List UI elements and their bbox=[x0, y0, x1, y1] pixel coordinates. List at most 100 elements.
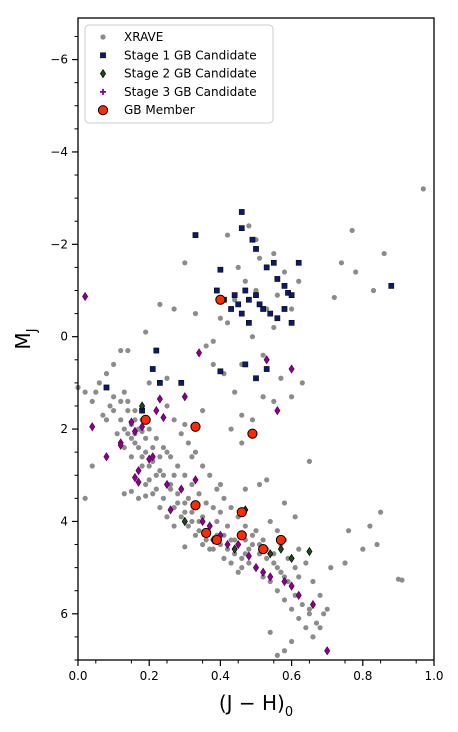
point-gb-member bbox=[201, 527, 212, 539]
point-stage-2-gb-candidate bbox=[139, 401, 146, 411]
point-xrave bbox=[128, 435, 134, 441]
point-xrave bbox=[324, 606, 330, 612]
y-tick-label: −4 bbox=[50, 145, 68, 159]
point-stage-3-gb-candidate bbox=[181, 392, 188, 402]
point-xrave bbox=[175, 500, 181, 506]
point-xrave bbox=[128, 488, 134, 495]
point-stage-1-gb-candidate bbox=[103, 384, 110, 391]
point-xrave bbox=[189, 518, 195, 525]
point-stage-3-gb-candidate bbox=[281, 576, 288, 587]
legend-box bbox=[84, 24, 274, 124]
point-stage-1-gb-candidate bbox=[281, 283, 288, 289]
point-xrave bbox=[167, 481, 174, 488]
legend-marker-stage-1-gb-candidate bbox=[100, 52, 106, 59]
point-xrave bbox=[82, 495, 88, 501]
point-xrave bbox=[317, 592, 323, 598]
point-xrave bbox=[164, 375, 170, 381]
point-stage-3-gb-candidate bbox=[288, 364, 295, 374]
y-tick-label: −2 bbox=[50, 237, 68, 251]
y-tick-label: −6 bbox=[50, 53, 68, 67]
point-xrave bbox=[232, 389, 238, 395]
point-xrave bbox=[367, 523, 373, 529]
point-xrave bbox=[303, 625, 309, 631]
point-stage-1-gb-candidate bbox=[263, 366, 270, 372]
point-xrave bbox=[200, 407, 206, 414]
point-xrave bbox=[217, 315, 223, 321]
point-xrave bbox=[182, 544, 188, 550]
point-gb-member bbox=[275, 534, 287, 546]
point-xrave bbox=[239, 565, 245, 571]
point-xrave bbox=[114, 431, 120, 437]
point-stage-3-gb-candidate bbox=[139, 422, 146, 432]
point-stage-3-gb-candidate bbox=[167, 505, 174, 515]
point-xrave bbox=[125, 398, 131, 404]
y-tick-label: 6 bbox=[60, 607, 68, 621]
point-stage-3-gb-candidate bbox=[267, 572, 274, 582]
point-xrave bbox=[182, 509, 188, 515]
x-tick-label: 0.6 bbox=[282, 669, 301, 683]
point-stage-3-gb-candidate bbox=[146, 454, 153, 464]
point-xrave bbox=[111, 394, 117, 400]
point-xrave bbox=[182, 260, 188, 266]
point-stage-1-gb-candidate bbox=[253, 246, 259, 252]
point-stage-1-gb-candidate bbox=[253, 375, 259, 382]
point-stage-3-gb-candidate bbox=[324, 646, 331, 656]
point-xrave bbox=[167, 486, 174, 492]
point-stage-3-gb-candidate bbox=[196, 348, 203, 358]
point-xrave bbox=[292, 514, 298, 520]
point-xrave bbox=[221, 532, 227, 538]
point-stage-3-gb-candidate bbox=[135, 477, 142, 487]
point-xrave bbox=[289, 394, 295, 400]
point-xrave bbox=[96, 380, 102, 386]
point-stage-3-gb-candidate bbox=[156, 394, 163, 404]
point-stage-1-gb-candidate bbox=[288, 319, 295, 326]
point-xrave bbox=[121, 426, 127, 432]
point-xrave bbox=[224, 523, 231, 529]
point-stage-3-gb-candidate bbox=[263, 355, 270, 365]
point-xrave bbox=[118, 347, 124, 354]
point-xrave bbox=[306, 458, 312, 464]
point-stage-1-gb-candidate bbox=[235, 301, 242, 308]
point-stage-3-gb-candidate bbox=[288, 581, 295, 591]
legend-marker-stage-2-gb-candidate bbox=[99, 68, 107, 79]
point-xrave bbox=[370, 287, 377, 294]
point-stage-1-gb-candidate bbox=[256, 301, 263, 308]
point-stage-1-gb-candidate bbox=[295, 259, 302, 266]
point-xrave bbox=[153, 486, 159, 492]
point-xrave bbox=[271, 560, 277, 566]
point-xrave bbox=[303, 560, 309, 566]
point-xrave bbox=[299, 601, 305, 608]
point-xrave bbox=[345, 528, 352, 534]
point-stage-3-gb-candidate bbox=[163, 479, 171, 490]
point-stage-3-gb-candidate bbox=[235, 539, 242, 550]
point-stage-1-gb-candidate bbox=[242, 361, 249, 368]
legend-label-stage-1-gb-candidate: Stage 1 GB Candidate bbox=[124, 48, 257, 62]
point-gb-member bbox=[236, 507, 247, 518]
point-xrave bbox=[420, 186, 426, 192]
point-xrave bbox=[118, 417, 124, 423]
point-xrave bbox=[239, 440, 245, 446]
point-xrave bbox=[189, 454, 195, 460]
point-xrave bbox=[228, 504, 234, 511]
point-stage-1-gb-candidate bbox=[213, 287, 220, 294]
point-xrave bbox=[121, 491, 127, 497]
point-stage-2-gb-candidate bbox=[277, 544, 284, 554]
point-xrave bbox=[264, 555, 270, 561]
point-stage-3-gb-candidate bbox=[160, 412, 167, 423]
point-xrave bbox=[256, 255, 263, 261]
point-xrave bbox=[260, 394, 266, 400]
point-stage-3-gb-candidate bbox=[192, 475, 199, 485]
point-xrave bbox=[135, 444, 142, 451]
point-xrave bbox=[185, 523, 191, 529]
point-xrave bbox=[203, 343, 209, 349]
point-xrave bbox=[289, 606, 295, 612]
point-xrave bbox=[167, 454, 174, 460]
point-stage-3-gb-candidate bbox=[224, 539, 231, 550]
point-stage-3-gb-candidate bbox=[128, 417, 135, 427]
point-xrave bbox=[189, 481, 195, 488]
point-xrave bbox=[146, 426, 152, 432]
legend-label-stage-2-gb-candidate: Stage 2 GB Candidate bbox=[124, 67, 257, 81]
point-xrave bbox=[239, 555, 245, 561]
point-xrave bbox=[249, 334, 256, 340]
